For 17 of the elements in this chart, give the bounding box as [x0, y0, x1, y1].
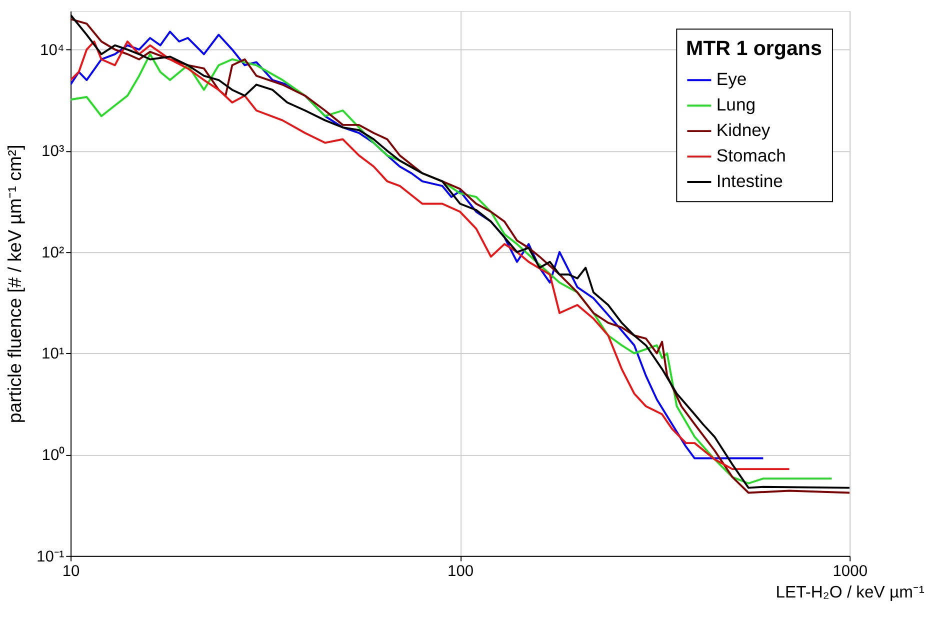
y-tick-label: 10¹ — [42, 346, 64, 363]
y-tick-label: 10² — [42, 244, 64, 262]
y-tick-label: 10⁻¹ — [36, 548, 64, 566]
y-tick-label: 10⁰ — [42, 446, 66, 464]
y-tick-label: 10⁴ — [40, 42, 64, 59]
x-tick-label: 100 — [448, 562, 474, 580]
x-tick-label: 1000 — [832, 562, 868, 580]
legend-label: Intestine — [716, 170, 784, 191]
y-tick-label: 10³ — [42, 143, 64, 160]
legend-title: MTR 1 organs — [686, 37, 822, 60]
legend-label: Lung — [716, 94, 756, 114]
x-tick-label: 10 — [62, 562, 80, 580]
legend-label: Eye — [716, 69, 747, 90]
legend-label: Kidney — [716, 120, 770, 140]
y-axis-title: particle fluence [# / keV µm⁻¹ cm²] — [4, 144, 25, 424]
x-axis-title: LET-H₂O / keV µm⁻¹ — [776, 582, 925, 602]
legend-label: Stomach — [716, 145, 786, 166]
